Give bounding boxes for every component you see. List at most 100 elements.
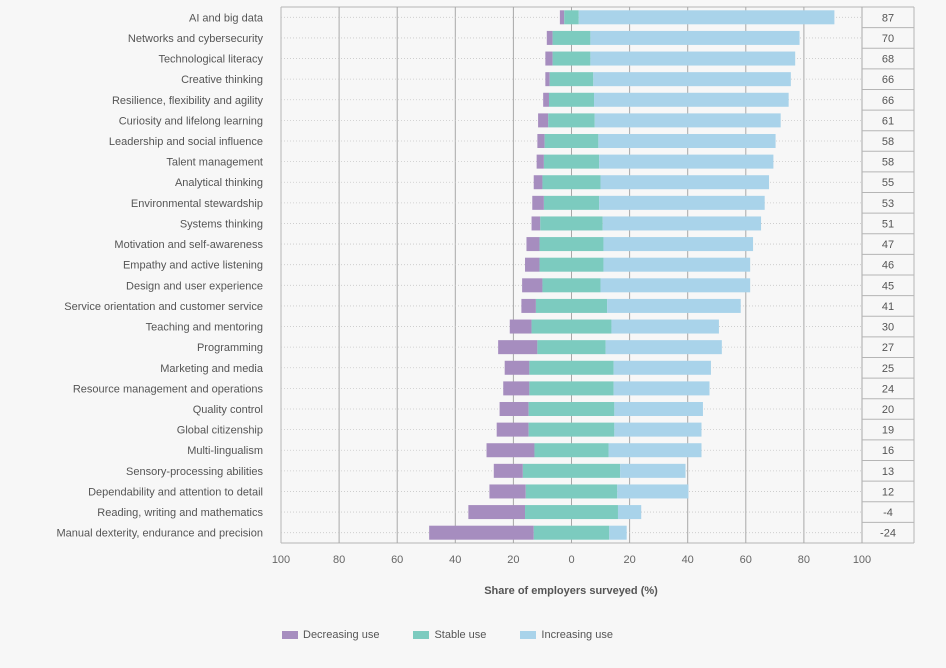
- bar-stable: [539, 237, 604, 252]
- bar-stable: [528, 402, 615, 416]
- net-value: 16: [882, 445, 894, 457]
- bar-decreasing: [538, 113, 549, 128]
- category-label: Leadership and social influence: [109, 136, 263, 148]
- category-label: Manual dexterity, endurance and precisio…: [57, 528, 263, 540]
- bar-stable: [564, 10, 579, 25]
- category-label: Global citizenship: [177, 425, 263, 437]
- net-value: 45: [882, 280, 894, 292]
- x-tick-label: 80: [798, 554, 810, 566]
- row-guides: [281, 16, 862, 534]
- category-label: Programming: [197, 342, 263, 354]
- bar-stable: [544, 134, 599, 148]
- bar-decreasing: [545, 51, 553, 66]
- net-value: -4: [883, 507, 893, 519]
- bar-stable: [529, 360, 614, 375]
- category-label: Service orientation and customer service: [64, 301, 263, 313]
- category-label: Reading, writing and mathematics: [97, 507, 263, 519]
- category-label: Motivation and self-awareness: [114, 239, 263, 251]
- bar-decreasing: [486, 443, 535, 458]
- net-value: 61: [882, 115, 894, 127]
- net-value: 68: [882, 54, 894, 66]
- bar-stable: [525, 505, 618, 520]
- bars: [429, 10, 835, 540]
- net-value: 46: [882, 260, 894, 272]
- bar-increasing: [602, 216, 762, 231]
- category-label: Analytical thinking: [175, 177, 263, 189]
- bar-stable: [552, 30, 591, 45]
- category-label: Teaching and mentoring: [146, 322, 263, 334]
- net-value: 51: [882, 218, 894, 230]
- bar-stable: [531, 319, 612, 334]
- bar-decreasing: [504, 360, 530, 375]
- x-tick-label: 80: [333, 554, 345, 566]
- category-label: Systems thinking: [180, 218, 263, 230]
- bar-decreasing: [503, 381, 530, 396]
- bar-stable: [542, 278, 601, 293]
- x-axis-label: Share of employers surveyed (%): [484, 585, 658, 597]
- net-value: -24: [880, 528, 896, 540]
- bar-stable: [542, 175, 601, 190]
- bar-decreasing: [532, 195, 544, 210]
- net-value: 47: [882, 239, 894, 251]
- net-value: 66: [882, 74, 894, 86]
- bar-stable: [537, 340, 606, 355]
- bar-decreasing: [545, 72, 550, 87]
- net-value: 19: [882, 425, 894, 437]
- category-label: Resilience, flexibility and agility: [112, 95, 264, 107]
- net-value: 66: [882, 95, 894, 107]
- category-label: Marketing and media: [160, 363, 264, 375]
- bar-decreasing: [536, 154, 544, 169]
- bar-decreasing: [509, 319, 532, 334]
- net-column: 87 70 68 66 66 61 58 58 55 53 51 47 46 45 41 30 27 25 24 20…: [862, 12, 914, 540]
- legend-item-stable: Stable use: [413, 629, 486, 641]
- bar-decreasing: [498, 340, 538, 355]
- net-value: 53: [882, 198, 894, 210]
- legend-item-decreasing: Decreasing use: [282, 629, 379, 641]
- bar-decreasing: [429, 525, 534, 540]
- bar-stable: [525, 484, 618, 499]
- legend-label-increasing: Increasing use: [541, 629, 613, 641]
- bar-increasing: [599, 154, 774, 169]
- bar-stable: [535, 298, 608, 313]
- bar-stable: [539, 257, 604, 272]
- bar-increasing: [594, 92, 789, 107]
- net-value: 20: [882, 404, 894, 416]
- category-label: Curiosity and lifelong learning: [119, 115, 263, 127]
- net-value: 87: [882, 12, 894, 24]
- bar-decreasing: [493, 463, 523, 478]
- bar-increasing: [603, 257, 751, 272]
- x-tick-label: 20: [507, 554, 519, 566]
- legend-swatch-increasing: [520, 631, 537, 639]
- category-label: Networks and cybersecurity: [128, 33, 264, 45]
- x-tick-label: 40: [682, 554, 694, 566]
- bar-decreasing: [546, 30, 553, 45]
- bar-increasing: [605, 340, 722, 355]
- net-value: 58: [882, 157, 894, 169]
- bar-decreasing: [531, 216, 541, 231]
- bar-increasing: [611, 319, 719, 334]
- bar-stable: [522, 463, 621, 478]
- legend-swatch-decreasing: [282, 631, 298, 639]
- bar-decreasing: [533, 175, 543, 190]
- net-value: 12: [882, 486, 894, 498]
- bar-increasing: [617, 505, 642, 520]
- x-tick-label: 100: [853, 554, 871, 566]
- net-value: 27: [882, 342, 894, 354]
- bar-increasing: [617, 484, 689, 499]
- bar-decreasing: [537, 134, 545, 148]
- bar-decreasing: [559, 10, 565, 25]
- bar-increasing: [590, 51, 796, 66]
- category-label: Talent management: [166, 157, 263, 169]
- bar-increasing: [594, 113, 781, 128]
- bar-stable: [540, 216, 603, 231]
- bar-stable: [548, 92, 595, 107]
- bar-stable: [533, 525, 610, 540]
- category-label: Resource management and operations: [73, 383, 264, 395]
- net-value: 30: [882, 322, 894, 334]
- bar-increasing: [609, 525, 627, 540]
- x-tick-label: 40: [449, 554, 461, 566]
- bar-increasing: [620, 463, 686, 478]
- category-label: AI and big data: [189, 12, 264, 24]
- bar-decreasing: [468, 505, 526, 520]
